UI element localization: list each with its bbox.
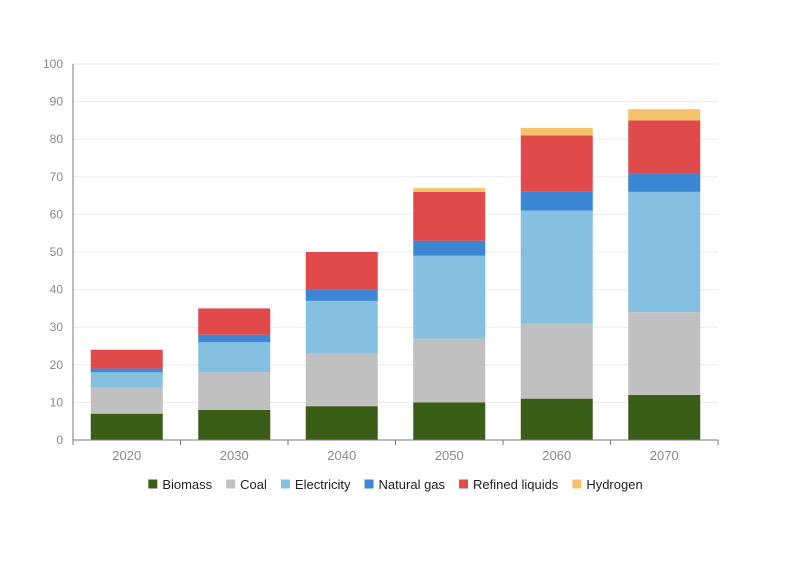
legend-label: Electricity [295,477,351,492]
legend-item-biomass: Biomass [148,477,213,492]
legend: Biomass Coal Electricity Natural gas Refined… [148,477,643,492]
y-tick-label: 20 [50,358,64,372]
legend-label: Natural gas [379,477,446,492]
bar-segment-electricity-2060 [520,210,593,324]
bar-segment-refined-liquids-2030 [198,308,271,335]
bar-segment-biomass-2020 [90,413,163,440]
y-tick-label: 80 [50,132,64,146]
bar-segment-electricity-2050 [413,255,486,339]
bar-segment-hydrogen-2050 [413,188,486,192]
x-tick-label: 2050 [435,448,464,463]
bar-segment-natural-gas-2070 [628,173,701,192]
bar-segment-coal-2020 [90,387,163,414]
bar-segment-biomass-2030 [198,409,271,440]
legend-item-refined-liquids: Refined liquids [459,477,559,492]
bar-segment-coal-2040 [305,353,378,407]
x-tick-label: 2040 [327,448,356,463]
legend-label: Coal [240,477,267,492]
bar-segment-refined-liquids-2060 [520,135,593,192]
legend-item-hydrogen: Hydrogen [572,477,643,492]
legend-swatch [148,479,158,489]
y-tick-label: 40 [50,283,64,297]
bar-segment-biomass-2050 [413,402,486,440]
legend-item-electricity: Electricity [280,477,351,492]
bar-segment-electricity-2020 [90,372,163,388]
y-tick-label: 100 [43,57,63,71]
y-axis-tick-labels: 0 10 20 30 40 50 60 70 80 90 100 [43,57,63,447]
bar-segment-natural-gas-2030 [198,334,271,343]
x-tick-label: 2030 [220,448,249,463]
x-axis-tick-labels: 2020 2030 2040 2050 2060 2070 [112,448,678,463]
bar-segment-coal-2050 [413,338,486,403]
y-tick-label: 30 [50,320,64,334]
bar-segment-refined-liquids-2070 [628,120,701,174]
bar-segment-natural-gas-2020 [90,368,163,373]
bar-segment-natural-gas-2040 [305,289,378,301]
legend-swatch [459,479,469,489]
y-tick-label: 10 [50,395,64,409]
y-tick-label: 70 [50,170,64,184]
x-tick-label: 2020 [112,448,141,463]
legend-swatch [280,479,290,489]
bar-segment-biomass-2040 [305,406,378,440]
bar-segment-biomass-2060 [520,398,593,440]
bar-segment-hydrogen-2060 [520,127,593,136]
legend-swatch [226,479,236,489]
legend-swatch [572,479,582,489]
bar-segment-refined-liquids-2020 [90,349,163,369]
bar-segment-natural-gas-2050 [413,240,486,256]
bar-segment-coal-2030 [198,372,271,410]
x-tick-label: 2070 [650,448,679,463]
y-tick-label: 60 [50,207,64,221]
y-tick-label: 0 [56,433,63,447]
y-tick-label: 90 [50,95,64,109]
legend-item-coal: Coal [226,477,267,492]
bar-segment-natural-gas-2060 [520,191,593,211]
legend-label: Refined liquids [473,477,559,492]
x-tick-label: 2060 [542,448,571,463]
bar-segment-coal-2060 [520,323,593,399]
bar-segment-biomass-2070 [628,394,701,440]
y-tick-label: 50 [50,245,64,259]
bars [90,109,701,440]
bar-segment-electricity-2040 [305,300,378,354]
legend-label: Biomass [162,477,212,492]
axes [72,64,719,445]
bar-segment-refined-liquids-2050 [413,191,486,241]
legend-label: Hydrogen [586,477,642,492]
bar-segment-hydrogen-2070 [628,109,701,121]
bar-segment-electricity-2030 [198,342,271,373]
bar-segment-refined-liquids-2040 [305,252,378,290]
legend-swatch [364,479,374,489]
bar-segment-electricity-2070 [628,191,701,313]
bar-segment-coal-2070 [628,312,701,395]
legend-item-natural-gas: Natural gas [364,477,446,492]
gridlines [73,63,718,403]
